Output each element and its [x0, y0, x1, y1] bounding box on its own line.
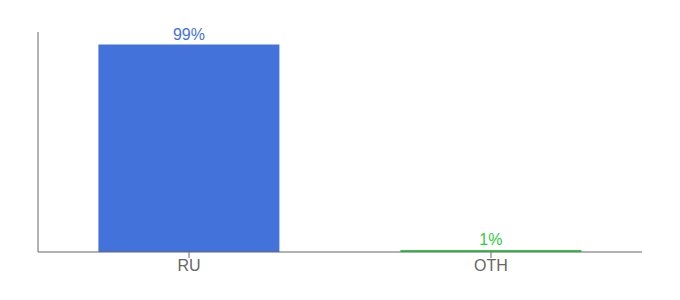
svg-text:OTH: OTH [474, 257, 508, 274]
svg-text:1%: 1% [479, 231, 502, 248]
svg-text:RU: RU [177, 257, 200, 274]
svg-text:99%: 99% [173, 26, 205, 43]
